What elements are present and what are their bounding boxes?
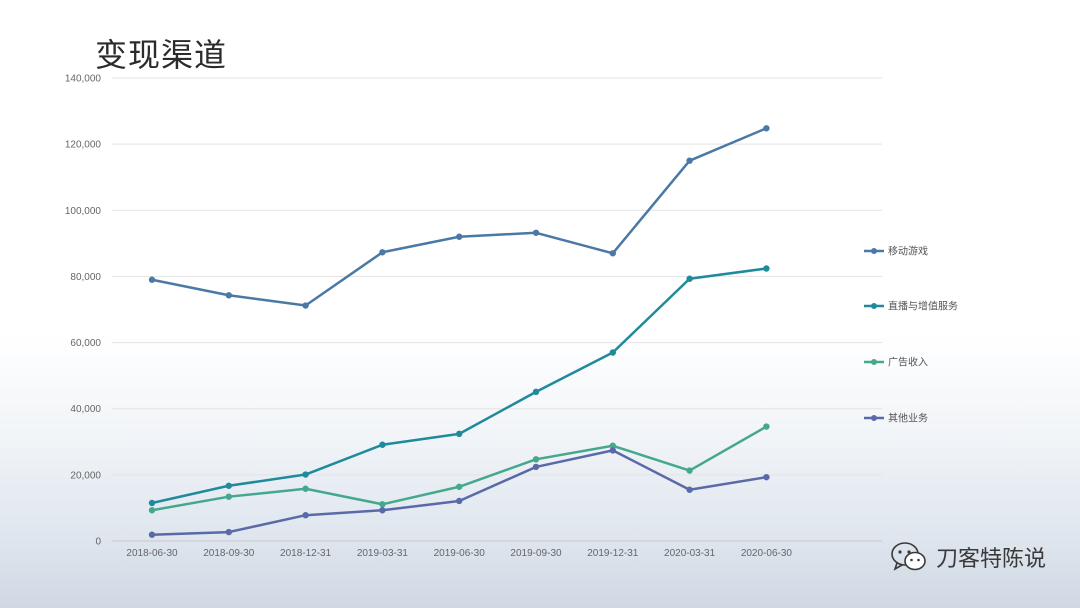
data-point	[302, 485, 309, 492]
series-line-0	[151, 127, 767, 307]
legend-marker	[871, 415, 877, 421]
y-tick-label: 20,000	[70, 470, 101, 481]
watermark-text: 刀客特陈说	[935, 547, 1046, 572]
y-axis-labels: 0 20,000 40,000 60,000 80,000 100,000 120,000 1…	[65, 74, 102, 548]
data-point	[763, 265, 770, 272]
x-tick-label: 2018-09-30	[203, 548, 255, 559]
data-point	[609, 349, 616, 356]
data-point	[532, 463, 540, 471]
data-point	[456, 483, 463, 490]
x-axis-labels: 2018-06-30 2018-09-30 2018-12-31 2019-03-31…	[126, 548, 792, 559]
data-point	[302, 512, 309, 519]
data-point	[686, 157, 693, 164]
data-point	[609, 250, 616, 257]
legend-label: 广告收入	[888, 356, 928, 369]
x-tick-label: 2019-06-30	[434, 548, 486, 559]
data-point	[763, 473, 770, 481]
data-point	[686, 486, 693, 493]
data-point	[148, 499, 156, 507]
x-tick-label: 2018-12-31	[280, 548, 332, 559]
data-point	[456, 233, 463, 240]
legend-marker	[871, 303, 877, 309]
slide-title: 变现渠道	[95, 36, 228, 74]
data-point	[609, 447, 616, 454]
data-point	[302, 302, 309, 309]
legend-label: 直播与增值服务	[888, 300, 958, 313]
legend-marker	[871, 359, 877, 365]
data-point	[763, 125, 770, 132]
x-tick-label: 2019-09-30	[510, 548, 562, 559]
data-point	[225, 292, 232, 299]
data-point	[225, 528, 232, 536]
data-point	[379, 507, 386, 514]
x-tick-label: 2020-03-31	[664, 548, 716, 559]
data-point	[686, 467, 693, 474]
y-tick-label: 120,000	[65, 140, 102, 151]
y-tick-label: 140,000	[65, 74, 102, 85]
data-point	[379, 501, 386, 508]
data-point	[225, 482, 232, 489]
wechat-icon	[891, 542, 926, 571]
x-tick-label: 2019-03-31	[357, 548, 409, 559]
data-point	[456, 497, 463, 505]
data-point	[532, 229, 540, 236]
data-point	[148, 531, 156, 538]
series-line-3	[151, 449, 767, 536]
data-point	[148, 276, 156, 283]
x-tick-label: 2018-06-30	[126, 548, 178, 559]
data-point	[379, 441, 386, 448]
watermark: 刀客特陈说	[890, 540, 1046, 574]
data-point	[609, 442, 616, 449]
y-tick-label: 100,000	[65, 206, 102, 217]
x-tick-label: 2020-06-30	[741, 548, 793, 559]
y-tick-label: 80,000	[70, 272, 101, 283]
gridlines	[112, 77, 882, 542]
series-line-1	[151, 267, 767, 505]
data-point	[763, 423, 770, 430]
data-point	[686, 275, 693, 282]
legend-marker	[871, 248, 877, 254]
y-tick-label: 60,000	[70, 338, 101, 349]
legend-label: 其他业务	[888, 412, 928, 425]
data-point	[456, 430, 463, 438]
y-tick-label: 40,000	[70, 404, 101, 415]
data-point	[532, 456, 540, 463]
series-lines	[148, 125, 770, 538]
x-tick-label: 2019-12-31	[587, 548, 639, 559]
data-point	[532, 388, 540, 396]
series-line-2	[151, 425, 768, 512]
data-point	[302, 471, 309, 478]
y-tick-label: 0	[95, 537, 101, 548]
legend-label: 移动游戏	[888, 245, 928, 258]
data-point	[148, 507, 156, 514]
data-point	[379, 249, 386, 256]
data-point	[225, 493, 232, 500]
